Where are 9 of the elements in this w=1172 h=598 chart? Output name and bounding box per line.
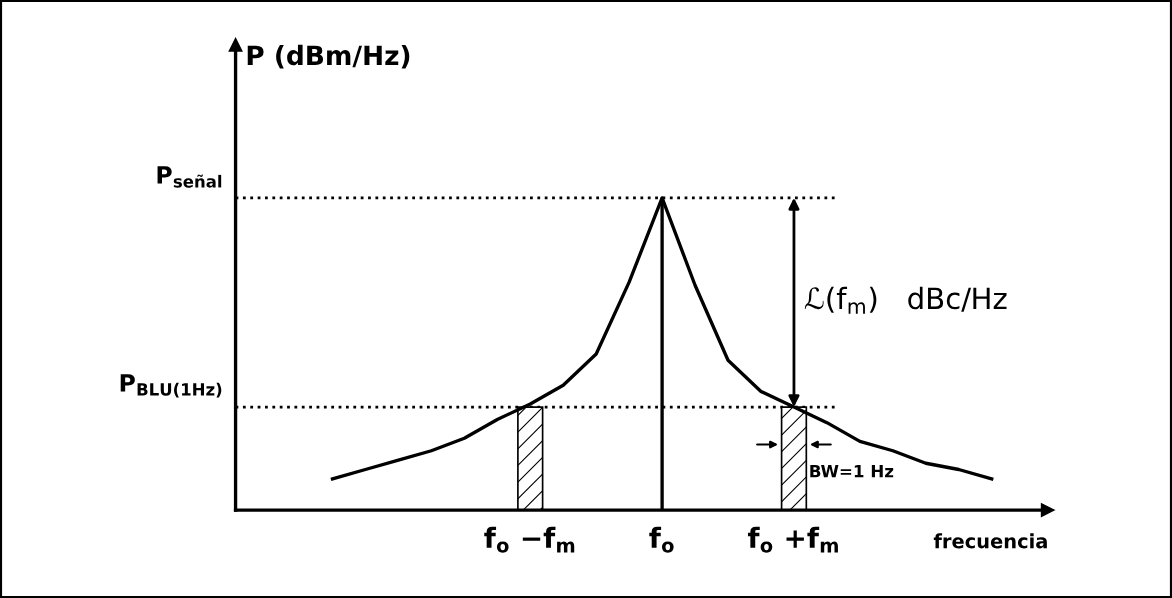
annotation: ℒ(f$_{m}$) dBc/Hz [804, 286, 1007, 314]
ref-line-label: P$_{BLU(1Hz)}$ [120, 374, 222, 398]
x-tick-label: f$_{o}$ −f$_{m}$ [484, 526, 575, 553]
annotation: BW=1 Hz [810, 465, 894, 478]
x-tick-label: f$_{o}$ +f$_{m}$ [747, 526, 838, 553]
ref-line-label: P$_{señal}$ [157, 166, 222, 188]
y-axis-title: P (dBm/Hz) [247, 44, 410, 69]
x-axis-title: frecuencia [933, 533, 1047, 549]
x-tick-label: f$_{o}$ [649, 526, 674, 553]
